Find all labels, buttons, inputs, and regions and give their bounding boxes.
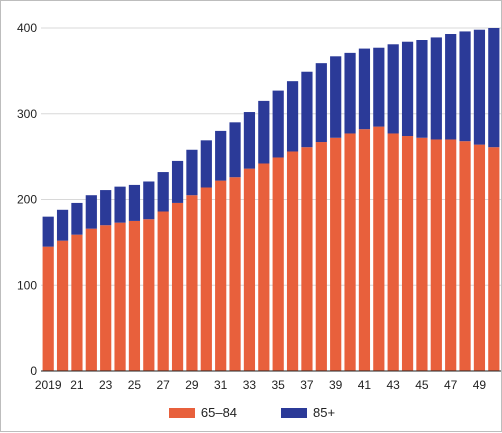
x-tick-label-31: 31 xyxy=(214,378,228,392)
bar-65-84-2049 xyxy=(473,144,486,371)
bar-65-84-2042 xyxy=(373,126,385,371)
y-tick-label-200: 200 xyxy=(17,193,37,207)
x-tick-label-45: 45 xyxy=(415,378,429,392)
bar-85-plus-2031 xyxy=(215,130,227,181)
bar-85-plus-2040 xyxy=(344,52,356,134)
x-tick-label-41: 41 xyxy=(358,378,372,392)
bar-65-84-2027 xyxy=(157,211,169,371)
bar-65-84-2031 xyxy=(215,180,227,371)
y-tick-label-100: 100 xyxy=(17,278,37,292)
bar-85-plus-2027 xyxy=(157,172,169,212)
bar-85-plus-2038 xyxy=(315,63,327,143)
y-tick-label-400: 400 xyxy=(17,21,37,35)
x-tick-label-35: 35 xyxy=(272,378,286,392)
legend-label-65-84: 65–84 xyxy=(200,405,238,420)
bar-65-84-2022 xyxy=(85,228,97,371)
x-tick-label-21: 21 xyxy=(70,378,84,392)
bar-65-84-2040 xyxy=(344,133,356,371)
bar-85-plus-2034 xyxy=(258,100,270,164)
bar-65-84-2038 xyxy=(315,142,327,371)
bar-65-84-2030 xyxy=(200,187,212,371)
bar-65-84-2047 xyxy=(445,139,457,371)
x-tick-label-29: 29 xyxy=(185,378,199,392)
bar-85-plus-2019 xyxy=(42,216,54,247)
bar-65-84-2033 xyxy=(243,168,256,371)
bar-65-84-2045 xyxy=(416,137,428,371)
bar-65-84-2046 xyxy=(430,139,442,371)
bar-65-84-2037 xyxy=(301,147,313,371)
bar-85-plus-2023 xyxy=(100,190,112,226)
x-tick-label-43: 43 xyxy=(387,378,401,392)
bar-65-84-2020 xyxy=(56,240,69,371)
legend: 65–84 85+ xyxy=(1,405,502,420)
legend-swatch-65-84 xyxy=(168,407,195,418)
bar-85-plus-2033 xyxy=(243,112,256,169)
bar-65-84-2039 xyxy=(330,137,342,371)
bar-85-plus-2050 xyxy=(488,28,500,148)
bar-85-plus-2022 xyxy=(85,195,97,229)
bar-85-plus-2024 xyxy=(114,186,126,223)
bar-85-plus-2035 xyxy=(272,90,284,158)
bar-85-plus-2049 xyxy=(473,29,486,145)
bar-65-84-2035 xyxy=(272,157,284,371)
bar-65-84-2029 xyxy=(186,195,198,371)
bar-85-plus-2026 xyxy=(143,181,155,220)
x-tick-label-27: 27 xyxy=(157,378,171,392)
bar-85-plus-2020 xyxy=(56,209,69,241)
bar-65-84-2043 xyxy=(387,133,399,371)
bar-65-84-2021 xyxy=(71,234,83,371)
bar-65-84-2028 xyxy=(171,202,184,371)
bar-65-84-2048 xyxy=(459,141,471,371)
bar-65-84-2044 xyxy=(401,136,414,371)
bar-85-plus-2036 xyxy=(286,81,299,152)
bar-65-84-2032 xyxy=(229,177,241,371)
bar-65-84-2050 xyxy=(488,147,500,371)
bar-85-plus-2037 xyxy=(301,71,313,148)
y-tick-label-300: 300 xyxy=(17,107,37,121)
bar-65-84-2034 xyxy=(258,163,270,371)
bar-85-plus-2046 xyxy=(430,37,442,140)
x-tick-label-39: 39 xyxy=(329,378,343,392)
y-tick-label-0: 0 xyxy=(30,364,37,378)
bar-85-plus-2032 xyxy=(229,122,241,178)
legend-label-85-plus: 85+ xyxy=(313,405,336,420)
bar-85-plus-2030 xyxy=(200,140,212,188)
x-tick-label-2019: 2019 xyxy=(35,378,62,392)
bar-65-84-2023 xyxy=(100,225,112,371)
bar-85-plus-2028 xyxy=(171,160,184,203)
bar-85-plus-2043 xyxy=(387,44,399,134)
bar-65-84-2025 xyxy=(128,220,141,371)
bar-65-84-2041 xyxy=(358,129,371,371)
x-tick-label-25: 25 xyxy=(128,378,142,392)
x-tick-label-47: 47 xyxy=(444,378,458,392)
bar-65-84-2019 xyxy=(42,246,54,371)
bar-85-plus-2025 xyxy=(128,184,141,221)
x-tick-label-23: 23 xyxy=(99,378,113,392)
bar-65-84-2026 xyxy=(143,219,155,371)
bar-65-84-2024 xyxy=(114,222,126,371)
bar-85-plus-2039 xyxy=(330,56,342,138)
legend-swatch-85-plus xyxy=(281,407,308,418)
legend-item-85-plus: 85+ xyxy=(281,405,335,420)
bar-85-plus-2029 xyxy=(186,149,198,196)
bar-85-plus-2048 xyxy=(459,31,471,142)
bar-85-plus-2041 xyxy=(358,48,371,130)
legend-item-65-84: 65–84 xyxy=(168,405,238,420)
bar-85-plus-2045 xyxy=(416,40,428,138)
bar-85-plus-2044 xyxy=(401,41,414,137)
x-tick-label-37: 37 xyxy=(300,378,314,392)
x-tick-label-33: 33 xyxy=(243,378,257,392)
bar-85-plus-2021 xyxy=(71,202,83,235)
x-tick-label-49: 49 xyxy=(473,378,487,392)
bar-85-plus-2047 xyxy=(445,34,457,140)
bar-85-plus-2042 xyxy=(373,47,385,127)
bar-65-84-2036 xyxy=(286,151,299,371)
